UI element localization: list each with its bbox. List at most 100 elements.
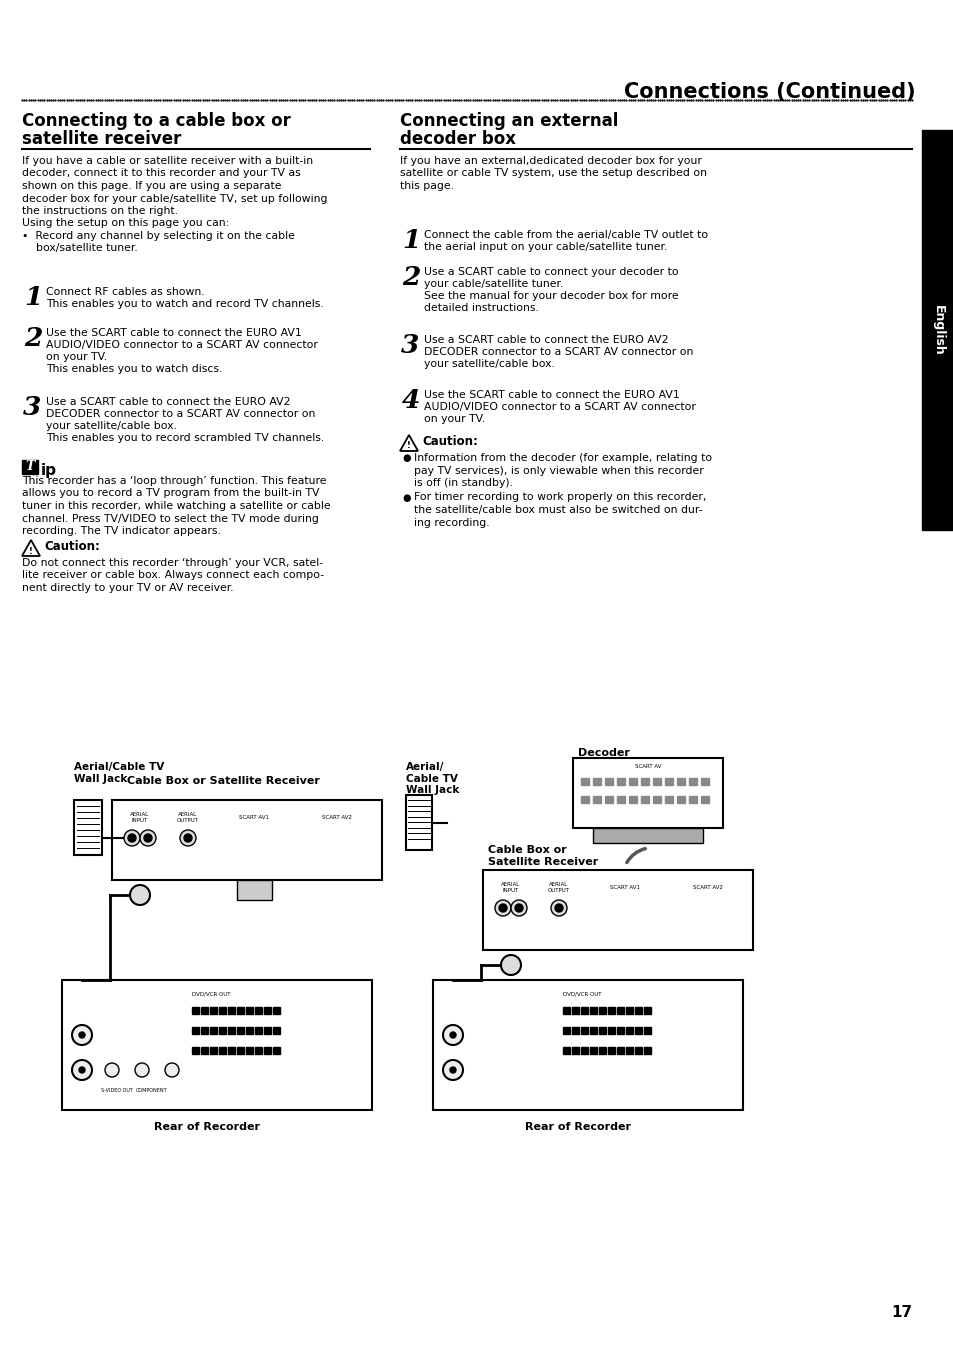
Text: Connect RF cables as shown.: Connect RF cables as shown. [46, 286, 204, 297]
Text: Connect the cable from the aerial/cable TV outlet to: Connect the cable from the aerial/cable … [423, 230, 707, 240]
Bar [62, 979, 372, 1111]
Bar [640, 796, 648, 802]
Bar [631, 898, 637, 902]
Bar [234, 844, 240, 848]
Bar [299, 811, 375, 870]
Bar [22, 459, 38, 474]
Text: channel. Press TV/VIDEO to select the TV mode during: channel. Press TV/VIDEO to select the TV… [22, 513, 318, 523]
Bar [261, 828, 266, 834]
Circle shape [511, 900, 526, 916]
Bar [236, 1027, 244, 1034]
Bar [580, 796, 588, 802]
Bar [664, 796, 672, 802]
Bar [589, 1047, 597, 1054]
Bar [628, 796, 637, 802]
Text: the satellite/cable box must also be switched on dur-: the satellite/cable box must also be swi… [414, 505, 701, 515]
Text: ●: ● [401, 453, 410, 463]
Circle shape [180, 830, 195, 846]
Text: satellite or cable TV system, use the setup described on: satellite or cable TV system, use the se… [399, 169, 706, 178]
Circle shape [515, 904, 522, 912]
Bar [120, 808, 160, 852]
Text: AERIAL
OUTPUT: AERIAL OUTPUT [177, 812, 199, 823]
Circle shape [450, 1032, 456, 1038]
Bar [344, 844, 349, 848]
Bar [688, 778, 697, 785]
Text: your cable/satellite tuner.: your cable/satellite tuner. [423, 280, 563, 289]
Bar [643, 1006, 650, 1015]
Bar [625, 898, 630, 902]
Text: S-VIDEO OUT: S-VIDEO OUT [101, 1088, 132, 1093]
Circle shape [500, 955, 520, 975]
Bar [331, 828, 335, 834]
Text: 3: 3 [23, 394, 41, 420]
Bar [312, 844, 316, 848]
Bar [676, 915, 680, 919]
Bar [720, 898, 726, 902]
Bar [580, 1027, 587, 1034]
Bar [406, 794, 432, 850]
Bar [248, 844, 253, 848]
Bar [222, 828, 227, 834]
Bar [538, 878, 578, 923]
Bar [74, 800, 102, 855]
Text: Use the SCART cable to connect the EURO AV1: Use the SCART cable to connect the EURO … [46, 328, 301, 338]
Bar [267, 844, 273, 848]
Bar [273, 1027, 280, 1034]
Text: decoder box: decoder box [399, 130, 516, 149]
Text: •  Record any channel by selecting it on the cable: • Record any channel by selecting it on … [22, 231, 294, 240]
Bar [617, 1006, 623, 1015]
Bar [593, 796, 600, 802]
Text: your satellite/cable box.: your satellite/cable box. [423, 359, 555, 369]
Text: 1: 1 [24, 285, 42, 309]
Circle shape [498, 904, 506, 912]
Circle shape [450, 1067, 456, 1073]
Text: tuner in this recorder, while watching a satellite or cable: tuner in this recorder, while watching a… [22, 501, 331, 511]
Text: nent directly to your TV or AV receiver.: nent directly to your TV or AV receiver. [22, 584, 233, 593]
Bar [433, 979, 742, 1111]
Bar [572, 1027, 578, 1034]
Bar [652, 796, 660, 802]
Bar [246, 1047, 253, 1054]
Bar [625, 915, 630, 919]
Circle shape [442, 1061, 462, 1079]
Circle shape [71, 1061, 91, 1079]
Bar [598, 1027, 605, 1034]
Bar [598, 1047, 605, 1054]
Text: This recorder has a ‘loop through’ function. This feature: This recorder has a ‘loop through’ funct… [22, 476, 326, 486]
Bar [273, 1006, 280, 1015]
Bar [572, 1047, 578, 1054]
Text: Connecting an external: Connecting an external [399, 112, 618, 130]
Bar [210, 1047, 216, 1054]
Bar [593, 898, 598, 902]
Bar [192, 1006, 199, 1015]
Bar [228, 1047, 234, 1054]
Bar [605, 898, 610, 902]
Text: Rear of Recorder: Rear of Recorder [524, 1121, 630, 1132]
Bar [720, 915, 726, 919]
Text: satellite receiver: satellite receiver [22, 130, 181, 149]
Text: on your TV.: on your TV. [423, 413, 485, 424]
Bar [267, 828, 273, 834]
Bar [324, 844, 329, 848]
Circle shape [135, 1063, 149, 1077]
Bar [273, 1047, 280, 1054]
Text: Rear of Recorder: Rear of Recorder [153, 1121, 260, 1132]
Circle shape [551, 900, 566, 916]
Text: your satellite/cable box.: your satellite/cable box. [46, 422, 176, 431]
Bar [625, 1006, 633, 1015]
Bar [210, 1006, 216, 1015]
Text: 1: 1 [401, 228, 420, 253]
Text: pay TV services), is only viewable when this recorder: pay TV services), is only viewable when … [414, 466, 703, 476]
Text: This enables you to watch discs.: This enables you to watch discs. [46, 363, 222, 374]
Bar [604, 778, 613, 785]
Bar [677, 778, 684, 785]
Bar [651, 898, 656, 902]
Bar [607, 1006, 615, 1015]
Bar [229, 828, 233, 834]
Bar [254, 828, 259, 834]
Bar [264, 1006, 271, 1015]
Bar [708, 898, 713, 902]
Bar [254, 1027, 262, 1034]
Text: Cable Box or Satellite Receiver: Cable Box or Satellite Receiver [127, 775, 319, 786]
Bar [261, 844, 266, 848]
